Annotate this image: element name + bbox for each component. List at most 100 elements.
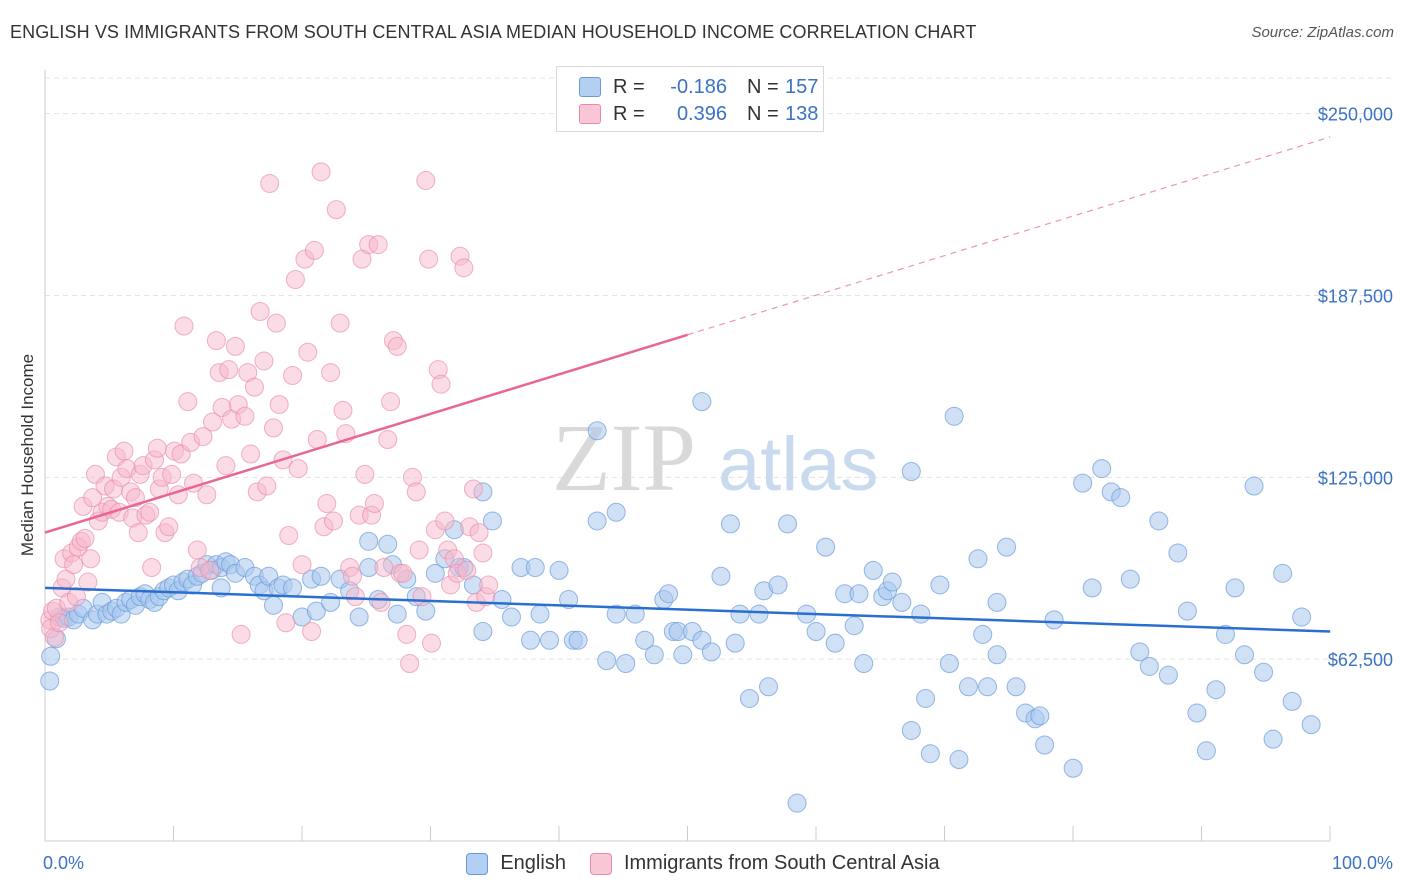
english-point (1282, 691, 1302, 711)
immigrant-point (75, 528, 95, 548)
immigrant-trend-extension (687, 136, 1331, 336)
english-point (559, 590, 579, 610)
immigrant-point (419, 249, 439, 269)
correlation-legend: R = -0.186 N = 157 R = 0.396 N = 138 (556, 66, 824, 132)
english-point (1073, 473, 1093, 493)
english-point (482, 511, 502, 531)
immigrant-point (49, 613, 69, 633)
legend-swatch-english (579, 77, 601, 97)
english-point (892, 592, 912, 612)
immigrant-point (381, 392, 401, 412)
immigrant-point (81, 549, 101, 569)
immigrant-point (330, 313, 350, 333)
immigrant-point (326, 200, 346, 220)
immigrant-point (269, 395, 289, 415)
immigrant-point (200, 560, 220, 580)
immigrant-point (244, 377, 264, 397)
english-point (606, 502, 626, 522)
english-point (1168, 543, 1188, 563)
english-point (211, 578, 231, 598)
immigrant-point (219, 360, 239, 380)
immigrant-point (66, 587, 86, 607)
y-tick-label: $62,500 (1328, 650, 1393, 670)
english-point (425, 563, 445, 583)
english-point (759, 677, 779, 697)
legend-swatch-immigrant (589, 852, 612, 875)
immigrant-point (147, 438, 167, 458)
immigrant-point (142, 558, 162, 578)
english-point (263, 595, 283, 615)
watermark-atlas: atlas (718, 422, 879, 507)
immigrant-point (288, 459, 308, 479)
english-point (944, 406, 964, 426)
english-point (473, 622, 493, 642)
legend-r-label: R = (613, 102, 645, 125)
immigrant-point (83, 488, 103, 508)
legend-n-value-immigrant: 138 (785, 102, 819, 125)
legend-r-value-immigrant: 0.396 (676, 102, 727, 125)
immigrant-point (469, 523, 489, 543)
immigrant-point (479, 575, 499, 595)
y-tick-label: $125,000 (1318, 468, 1393, 488)
english-point (587, 511, 607, 531)
immigrant-points (40, 162, 499, 674)
immigrant-point (463, 479, 483, 499)
immigrant-point (345, 587, 365, 607)
english-point (1292, 607, 1312, 627)
immigrant-point (409, 540, 429, 560)
immigrant-point (128, 523, 148, 543)
immigrant-point (78, 572, 98, 592)
english-point (768, 575, 788, 595)
immigrant-point (374, 558, 394, 578)
immigrant-point (257, 476, 277, 496)
immigrant-point (397, 624, 417, 644)
english-point (659, 584, 679, 604)
immigrant-point (254, 351, 274, 371)
immigrant-point (279, 526, 299, 546)
english-point (1158, 665, 1178, 685)
immigrant-point (187, 540, 207, 560)
immigrant-point (393, 563, 413, 583)
legend-item-immigrant[interactable]: Immigrants from South Central Asia (589, 852, 940, 875)
legend-swatch-immigrant (579, 104, 601, 124)
legend-row-english: R = -0.186 N = 157 (579, 75, 818, 99)
immigrant-point (298, 342, 318, 362)
english-point (1301, 715, 1321, 735)
english-point (1111, 488, 1131, 508)
immigrant-point (311, 162, 331, 182)
english-point (825, 633, 845, 653)
axes (44, 70, 1331, 842)
english-point (1006, 677, 1026, 697)
immigrant-point (387, 336, 407, 356)
immigrant-point (355, 464, 375, 484)
immigrant-point (422, 633, 442, 653)
english-point (1254, 662, 1274, 682)
english-point (283, 578, 303, 598)
english-point (349, 607, 369, 627)
english-point (1263, 729, 1283, 749)
english-point (1044, 610, 1064, 630)
english-point (616, 654, 636, 674)
immigrant-point (371, 592, 391, 612)
english-point (501, 607, 521, 627)
immigrant-point (114, 441, 134, 461)
immigrant-point (231, 624, 251, 644)
immigrant-point (174, 316, 194, 336)
y-tick-label: $250,000 (1318, 105, 1393, 125)
immigrant-point (435, 511, 455, 531)
series-legend: English Immigrants from South Central As… (0, 852, 1406, 875)
y-tick-label: $187,500 (1318, 286, 1393, 306)
english-point (901, 720, 921, 740)
english-point (968, 549, 988, 569)
immigrant-point (342, 566, 362, 586)
watermark-zip: ZIP (552, 404, 696, 511)
legend-item-english[interactable]: English (466, 852, 566, 875)
immigrant-point (285, 269, 305, 289)
english-point (730, 604, 750, 624)
english-point (987, 645, 1007, 665)
english-point (549, 560, 569, 580)
immigrant-point (64, 555, 84, 575)
immigrant-point (178, 392, 198, 412)
english-points (40, 392, 1321, 813)
english-point (525, 558, 545, 578)
